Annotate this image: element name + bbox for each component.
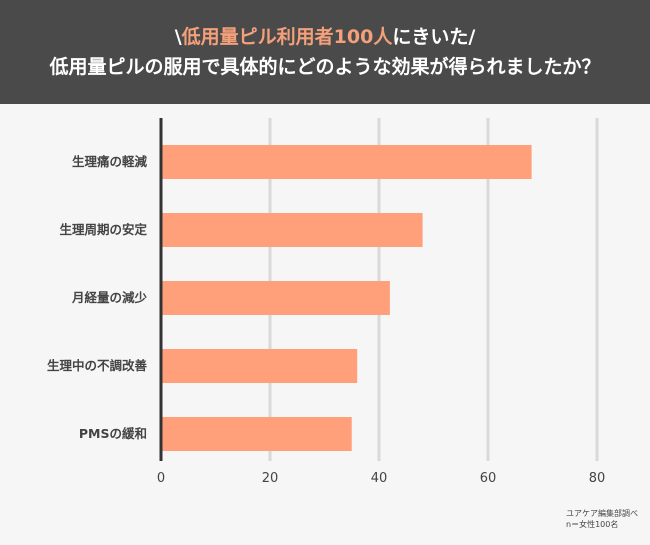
category-label: 生理中の不調改善 <box>47 358 148 373</box>
chart-title: \低用量ピル利用者100人にきいた/ <box>175 22 476 52</box>
x-tick-label: 0 <box>157 471 165 486</box>
chart-plot-area: 生理痛の軽減生理周期の安定月経量の減少生理中の不調改善 PMSの緩和 0 20 40 6… <box>0 104 650 541</box>
title-accent: 低用量ピル利用者100人 <box>181 26 393 48</box>
x-tick-label: 40 <box>371 471 388 486</box>
x-tick-label: 80 <box>589 471 606 486</box>
bars <box>161 145 532 451</box>
x-tick-label: 60 <box>480 471 497 486</box>
category-label: 生理痛の軽減 <box>72 154 148 169</box>
source-note: ユアケア編集部調べ <box>566 509 638 518</box>
bar <box>161 349 358 383</box>
x-tick-label: 20 <box>262 471 279 486</box>
chart-question: 低用量ピルの服用で具体的にどのような効果が得られましたか？ <box>49 56 601 78</box>
x-tick-labels: 0 20 40 60 80 <box>157 471 605 486</box>
title-prefix: \ <box>174 26 182 48</box>
bar <box>161 281 390 315</box>
category-label: PMSの緩和 <box>79 426 147 441</box>
chart-header: \低用量ピル利用者100人にきいた/ 低用量ピルの服用で具体的にどのような効果が… <box>0 0 650 104</box>
bar <box>161 213 423 247</box>
bar <box>161 145 532 179</box>
sample-note: n＝女性100名 <box>566 520 619 529</box>
bar <box>161 417 352 451</box>
category-label: 生理周期の安定 <box>59 222 147 237</box>
footnote: ユアケア編集部調べ n＝女性100名 <box>566 508 638 530</box>
title-suffix: にきいた/ <box>392 26 476 48</box>
category-label: 月経量の減少 <box>71 290 148 305</box>
